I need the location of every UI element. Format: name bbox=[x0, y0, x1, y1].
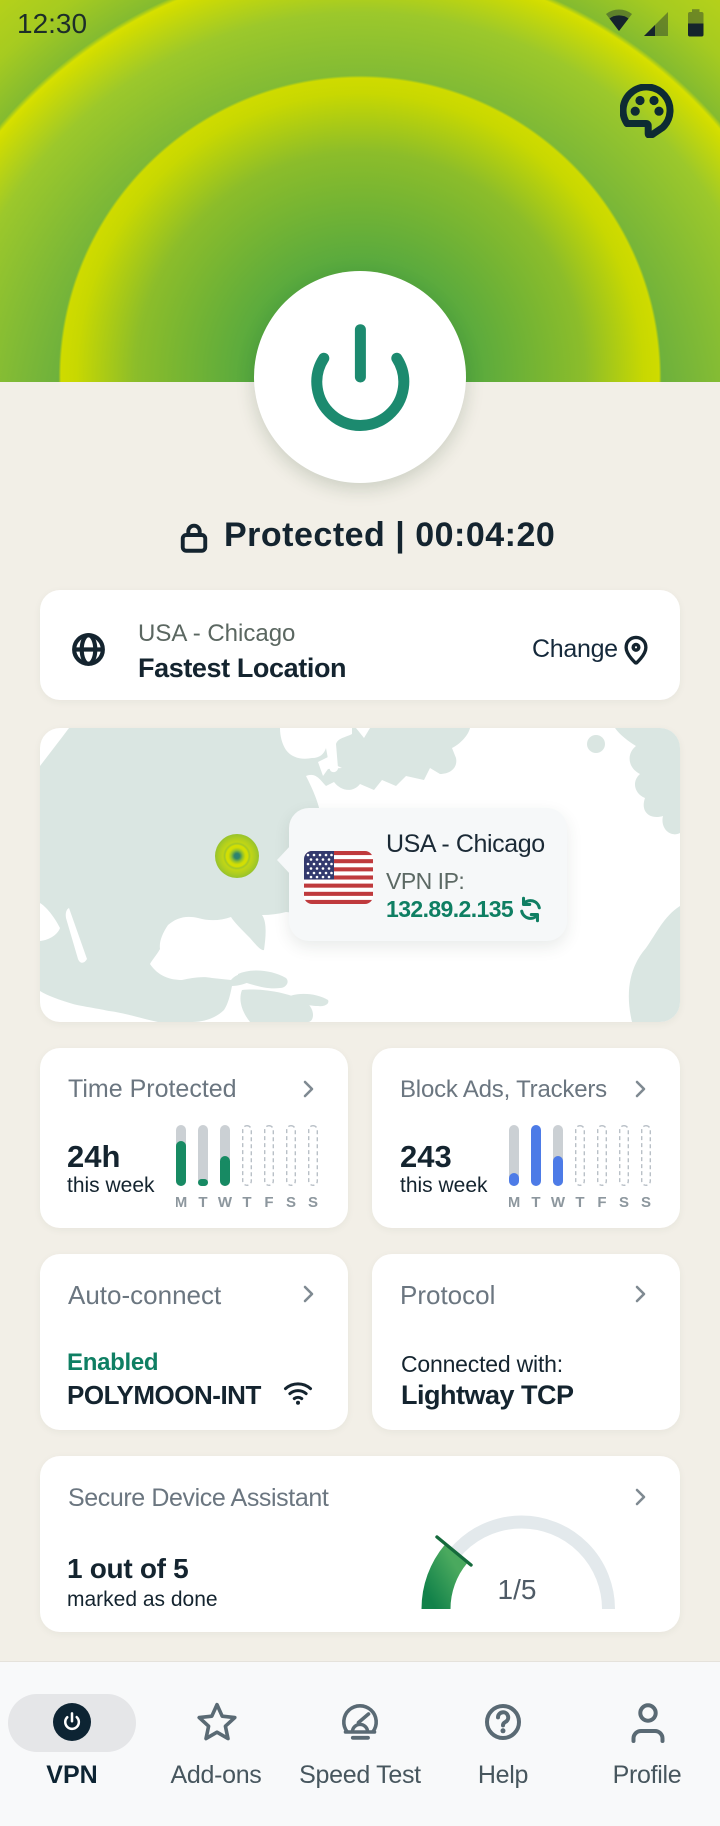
svg-text:S: S bbox=[286, 1194, 296, 1211]
svg-text:T: T bbox=[575, 1194, 584, 1211]
svg-text:1/5: 1/5 bbox=[498, 1574, 537, 1605]
svg-text:W: W bbox=[551, 1194, 566, 1211]
svg-text:M: M bbox=[509, 1194, 520, 1211]
svg-text:S: S bbox=[308, 1194, 318, 1211]
svg-text:F: F bbox=[597, 1194, 606, 1211]
svg-text:F: F bbox=[264, 1194, 273, 1211]
svg-text:S: S bbox=[619, 1194, 629, 1211]
svg-text:W: W bbox=[218, 1194, 233, 1211]
svg-text:T: T bbox=[198, 1194, 207, 1211]
svg-text:T: T bbox=[531, 1194, 540, 1211]
svg-text:M: M bbox=[176, 1194, 187, 1211]
svg-text:S: S bbox=[641, 1194, 651, 1211]
svg-text:T: T bbox=[242, 1194, 251, 1211]
